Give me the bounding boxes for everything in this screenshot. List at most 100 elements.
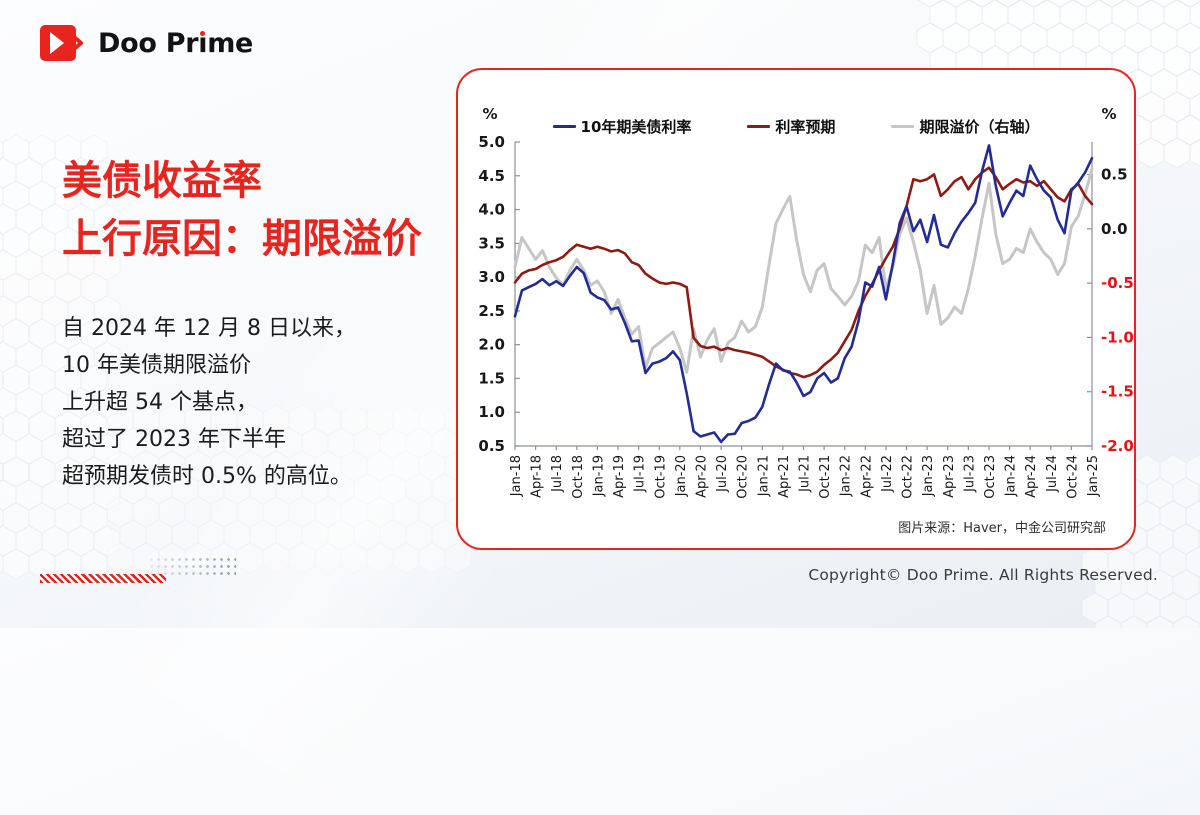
- hexagon-decoration: [15, 479, 43, 511]
- hexagon-decoration: [2, 364, 30, 396]
- hexagon-decoration: [0, 341, 17, 373]
- series-line-10y-yield: [513, 144, 1094, 444]
- left-axis-tick-label: 1.5: [478, 369, 505, 387]
- copyright: Copyright© Doo Prime. All Rights Reserve…: [808, 566, 1158, 584]
- legend-label: 10年期美债利率: [580, 118, 692, 136]
- hexagon-decoration: [405, 427, 433, 459]
- x-axis-tick-label: Jul-19: [633, 455, 648, 493]
- hexagon-decoration: [54, 272, 82, 304]
- chart-svg: % %5.04.54.03.53.02.52.01.51.00.50.50.0-0…: [478, 105, 1133, 499]
- hexagon-decoration: [379, 427, 407, 459]
- hexagon-decoration: [0, 433, 17, 465]
- x-axis-tick-label: Apr-21: [777, 455, 792, 498]
- hexagon-decoration: [28, 364, 56, 396]
- left-axis-tick-label: 3.5: [478, 234, 505, 252]
- hexagon-decoration: [0, 479, 17, 511]
- hexagon-decoration: [418, 496, 446, 528]
- hexagon-decoration: [1081, 592, 1109, 624]
- hexagon-decoration: [1150, 114, 1178, 146]
- hexagon-decoration: [0, 370, 4, 390]
- hexagon-decoration: [968, 22, 996, 54]
- hexagon-decoration: [28, 272, 56, 304]
- hexagon-decoration: [249, 519, 277, 551]
- x-axis-tick-label: Jul-21: [798, 455, 813, 493]
- hexagon-decoration: [0, 232, 4, 252]
- hexagon-decoration: [340, 496, 368, 528]
- logo-text: Doo Prı me: [98, 28, 253, 59]
- hexagon-decoration: [1163, 91, 1191, 123]
- hexagon-decoration: [1172, 615, 1200, 628]
- hexagon-decoration: [392, 542, 420, 574]
- hexagon-decoration: [1033, 0, 1061, 31]
- hexagon-decoration: [0, 140, 4, 160]
- x-axis-tick-label: Jan-20: [674, 455, 689, 497]
- source-note: 图片来源：Haver，中金公司研究部: [898, 521, 1106, 536]
- hexagon-decoration: [444, 542, 472, 574]
- hexagon-decoration: [955, 0, 983, 31]
- hexagon-decoration: [1150, 68, 1178, 100]
- hexagon-decoration: [1185, 546, 1200, 578]
- hexagon-decoration: [418, 450, 446, 482]
- hexagon-decoration: [28, 318, 56, 350]
- logo-text-after: me: [207, 27, 254, 59]
- hexagon-decoration: [15, 249, 43, 281]
- summary-line: 上升超 54 个基点，: [62, 390, 258, 415]
- hexagon-decoration: [2, 548, 30, 580]
- hexagon-decoration: [262, 496, 290, 528]
- hexagon-decoration: [1137, 137, 1165, 169]
- hexagon-decoration: [0, 387, 17, 419]
- hexagon-decoration: [2, 180, 30, 212]
- hexagon-decoration: [431, 473, 459, 505]
- hexagon-decoration: [340, 542, 368, 574]
- hexagon-decoration: [106, 542, 134, 574]
- hexagon-decoration: [314, 496, 342, 528]
- hexagon-decoration: [1159, 500, 1187, 532]
- legend-label: 期限溢价（右轴）: [919, 118, 1040, 136]
- hexagon-decoration: [54, 502, 82, 534]
- hexagon-decoration: [1150, 0, 1178, 8]
- summary-line: 10 年美债期限溢价: [62, 353, 251, 378]
- hexagon-decoration: [223, 519, 251, 551]
- x-axis-tick-label: Jan-19: [591, 455, 606, 497]
- hexagon-decoration: [968, 0, 996, 8]
- hexagon-decoration: [171, 519, 199, 551]
- chart-legend: 10年期美债利率 利率预期 期限溢价（右轴）: [458, 116, 1134, 137]
- hexagon-decoration: [1137, 0, 1165, 31]
- hexagon-decoration: [1098, 0, 1126, 8]
- hexagon-decoration: [106, 496, 134, 528]
- legend-label: 利率预期: [775, 118, 836, 136]
- hexagon-decoration: [0, 525, 17, 557]
- headline: 美债收益率 上行原因：期限溢价: [62, 152, 422, 268]
- hexagon-decoration: [1163, 45, 1191, 77]
- left-axis-tick-label: 3.0: [478, 268, 505, 286]
- hexagon-decoration: [1189, 47, 1200, 75]
- hexagon-decoration: [405, 473, 433, 505]
- hexagon-decoration: [1172, 477, 1200, 509]
- hexagon-decoration: [994, 22, 1022, 54]
- hexagon-decoration: [80, 272, 108, 304]
- hexagon-decoration: [1185, 592, 1200, 624]
- left-axis-tick-label: 2.0: [478, 336, 505, 354]
- legend-swatch: [747, 124, 771, 129]
- x-axis-tick-label: Apr-24: [1024, 455, 1039, 498]
- hexagon-decoration: [431, 519, 459, 551]
- right-axis-tick-label: -1.0: [1101, 328, 1133, 346]
- hexagon-decoration: [366, 496, 394, 528]
- hexagon-decoration: [0, 278, 4, 298]
- hexagon-decoration: [1163, 137, 1191, 169]
- hexagon-decoration: [1124, 0, 1152, 8]
- hexagon-decoration: [41, 525, 69, 557]
- hexagon-decoration: [418, 404, 446, 436]
- x-axis-tick-label: Jul-22: [880, 455, 895, 493]
- hexagon-decoration: [353, 519, 381, 551]
- legend-item: 利率预期: [747, 116, 835, 137]
- hexagon-decoration: [1137, 45, 1165, 77]
- hexagon-decoration: [942, 22, 970, 54]
- left-axis-tick-label: 1.0: [478, 403, 505, 421]
- hexagon-decoration: [916, 0, 944, 8]
- hexagon-decoration: [1176, 114, 1200, 146]
- hexagon-decoration: [28, 134, 56, 166]
- hexagon-decoration: [366, 542, 394, 574]
- hexagon-decoration: [0, 416, 4, 436]
- legend-item: 10年期美债利率: [552, 116, 692, 137]
